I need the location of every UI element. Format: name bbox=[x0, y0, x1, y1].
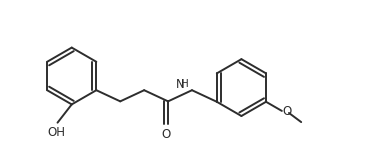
Text: N: N bbox=[176, 78, 185, 91]
Text: H: H bbox=[181, 79, 189, 89]
Text: OH: OH bbox=[48, 126, 65, 139]
Text: O: O bbox=[161, 128, 171, 141]
Text: O: O bbox=[283, 105, 292, 118]
